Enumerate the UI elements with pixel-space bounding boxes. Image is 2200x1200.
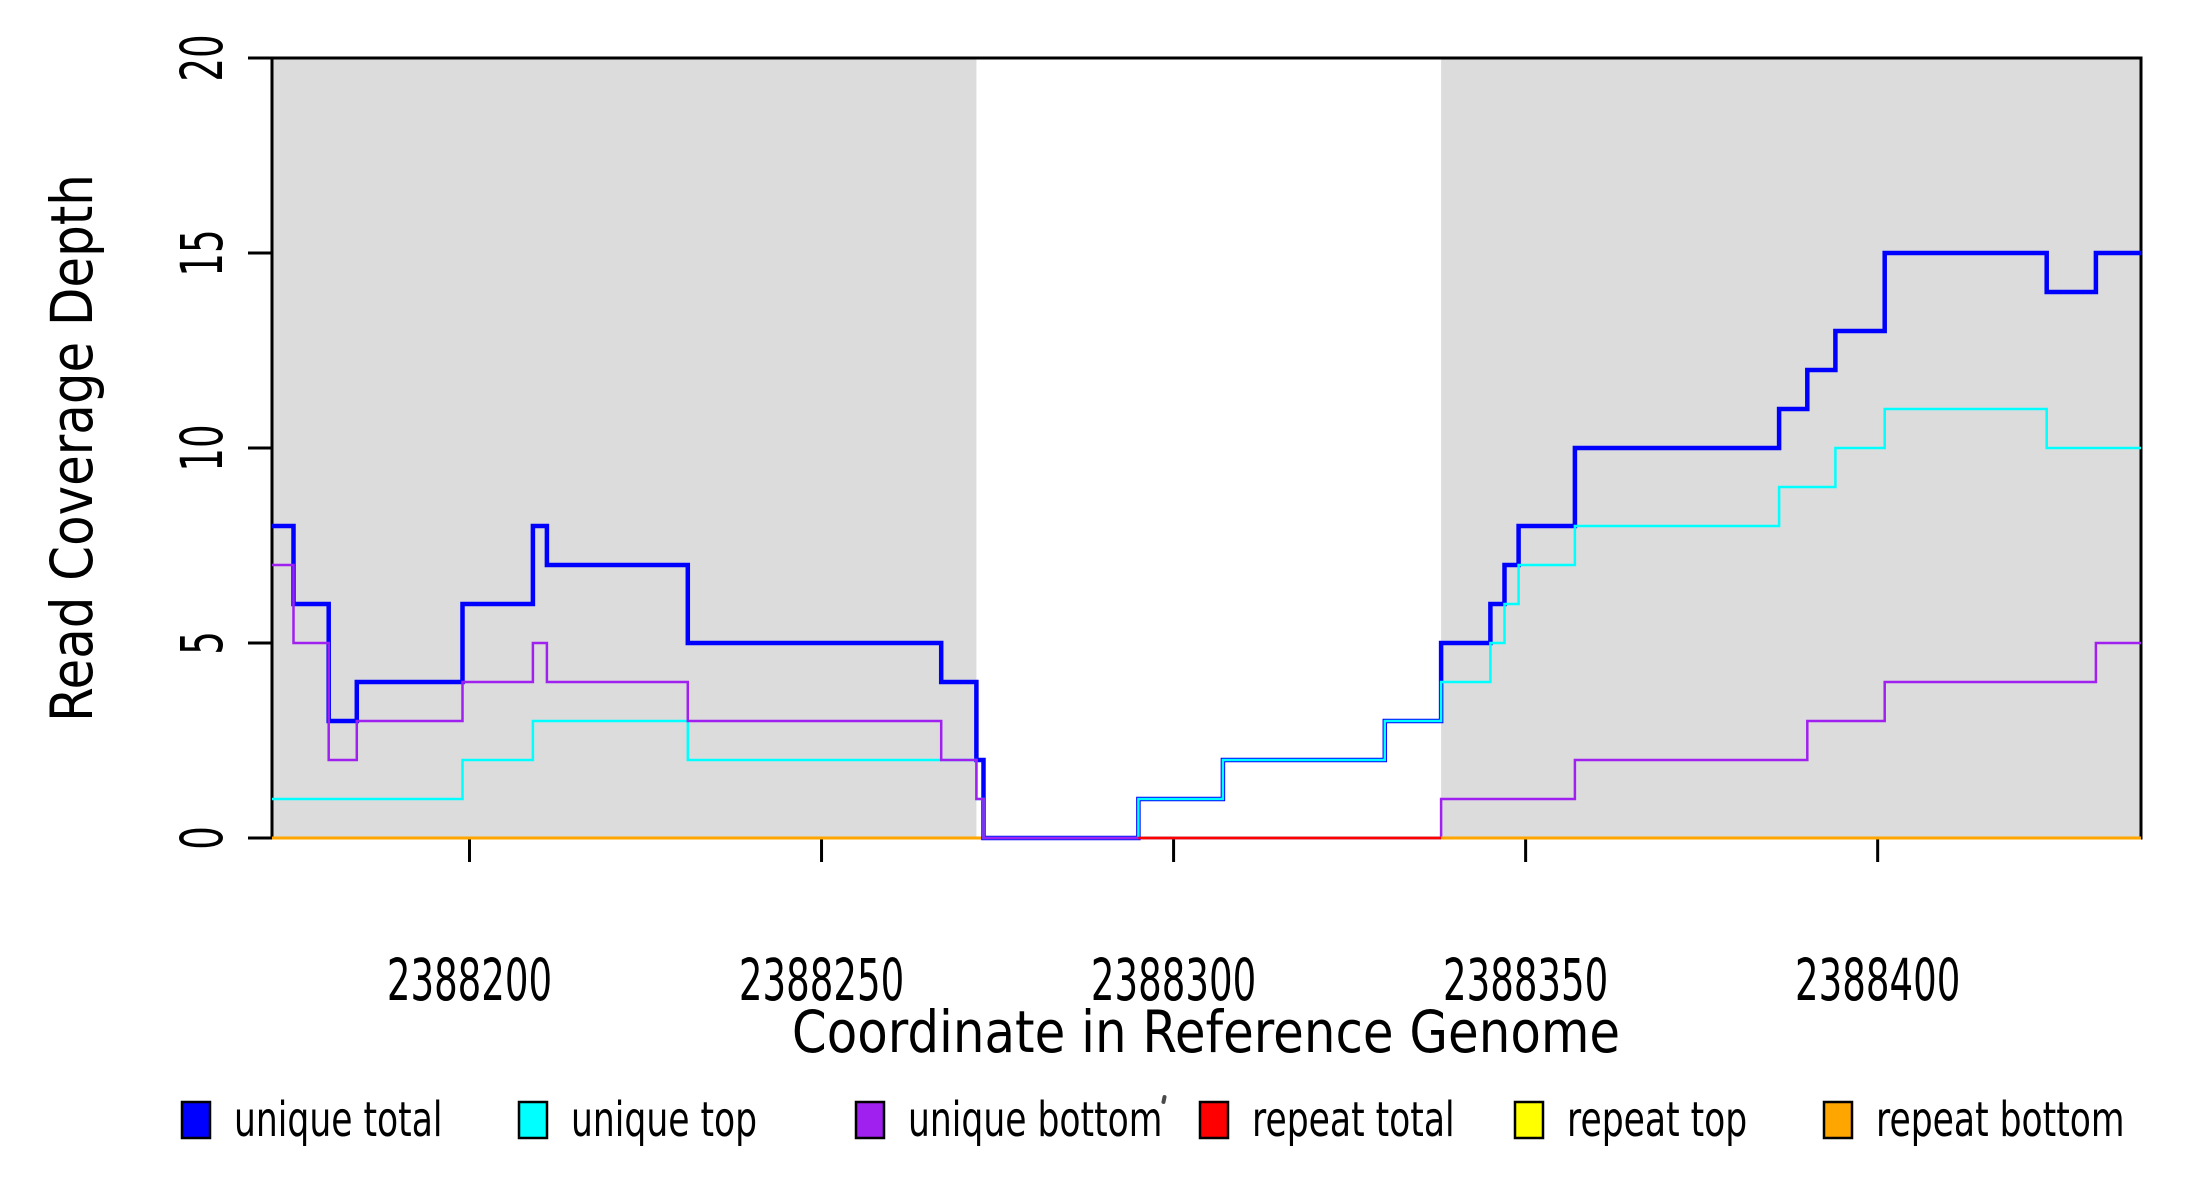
legend-item: unique total	[180, 1091, 442, 1147]
legend-item: unique bottom	[854, 1091, 1162, 1147]
legend-label: repeat top	[1567, 1091, 1747, 1147]
x-tick-label: 2388350	[1443, 948, 1608, 1015]
legend-swatch	[854, 1100, 886, 1140]
shaded-region	[1441, 58, 2141, 838]
x-tick-label: 2388250	[739, 948, 904, 1015]
legend-item: repeat bottom	[1822, 1091, 2125, 1147]
y-tick-label: 15	[170, 229, 237, 276]
y-tick-label: 10	[170, 424, 237, 471]
legend-label: repeat total	[1252, 1091, 1455, 1147]
legend-swatch	[180, 1100, 212, 1140]
series-line-unique-bottom	[272, 563, 2141, 840]
data-series-layer	[272, 250, 2141, 841]
y-tick-label: 0	[170, 826, 237, 850]
shaded-region	[272, 58, 977, 838]
x-axis-title: Coordinate in Reference Genome	[792, 998, 1620, 1066]
legend-label: unique total	[234, 1091, 442, 1147]
shaded-regions-layer	[272, 58, 2141, 838]
legend: unique total unique top unique bottom repea…	[180, 1091, 2125, 1147]
legend-label: unique bottom	[908, 1091, 1162, 1147]
legend-swatch	[1822, 1100, 1854, 1140]
x-tick-label: 2388400	[1795, 948, 1960, 1015]
x-tick-label: 2388300	[1091, 948, 1256, 1015]
legend-swatch	[517, 1100, 549, 1140]
x-tick-label: 2388200	[387, 948, 552, 1015]
legend-swatch	[1513, 1100, 1545, 1140]
y-tick-label: 20	[170, 34, 237, 81]
axis-tick-labels-layer: 2388200 2388250 2388300 2388350 2388400 0 5 10 1…	[170, 34, 1961, 1014]
y-tick-label: 5	[170, 631, 237, 655]
legend-item: unique top	[517, 1091, 757, 1147]
axis-ticks-layer	[248, 56, 1880, 862]
legend-item: repeat top	[1513, 1091, 1747, 1147]
y-axis-title: Read Coverage Depth	[38, 174, 106, 722]
legend-item: repeat total	[1198, 1091, 1455, 1147]
legend-swatch	[1198, 1100, 1230, 1140]
legend-label: unique top	[571, 1091, 757, 1147]
legend-label: repeat bottom	[1876, 1091, 2125, 1147]
